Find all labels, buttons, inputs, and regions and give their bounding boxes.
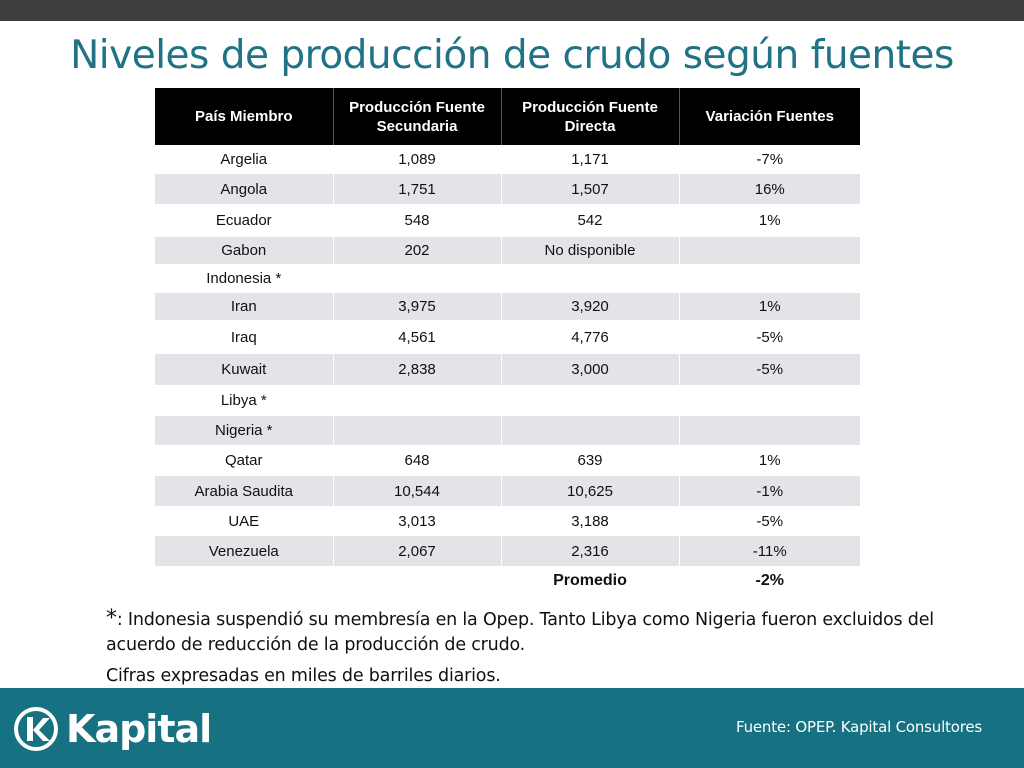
cell-secondary: 202 — [333, 237, 502, 264]
table-body: Argelia 1,089 1,171 -7% Angola 1,751 1,507 16% E… — [155, 145, 860, 595]
summary-label: Promedio — [501, 566, 680, 595]
summary-empty — [155, 566, 334, 595]
source-text: Fuente: OPEP. Kapital Consultores — [735, 718, 982, 736]
cell-secondary: 548 — [333, 204, 502, 237]
kapital-logo: Kapital — [14, 707, 212, 751]
summary-row: Promedio -2% — [155, 566, 860, 595]
cell-variation — [679, 237, 860, 264]
cell-direct: 10,625 — [501, 476, 680, 506]
cell-secondary: 1,089 — [333, 145, 502, 174]
cell-variation: -7% — [679, 145, 860, 174]
table-header-row: País Miembro Producción Fuente Secundari… — [155, 88, 860, 145]
cell-secondary: 3,975 — [333, 293, 502, 320]
cell-direct — [501, 385, 680, 416]
cell-variation: -11% — [679, 536, 860, 566]
cell-variation — [679, 385, 860, 416]
table-row: Ecuador 548 542 1% — [155, 204, 860, 237]
cell-direct — [501, 416, 680, 445]
cell-secondary: 1,751 — [333, 174, 502, 204]
cell-country: UAE — [155, 506, 334, 536]
cell-variation: 1% — [679, 293, 860, 320]
cell-country: Venezuela — [155, 536, 334, 566]
table-row: Gabon 202 No disponible — [155, 237, 860, 264]
cell-country: Indonesia * — [155, 264, 334, 293]
cell-variation — [679, 264, 860, 293]
table-row: UAE 3,013 3,188 -5% — [155, 506, 860, 536]
cell-variation: -5% — [679, 320, 860, 354]
table-row: Angola 1,751 1,507 16% — [155, 174, 860, 204]
table-row: Qatar 648 639 1% — [155, 445, 860, 476]
footnote-text: : Indonesia suspendió su membresía en la… — [106, 610, 934, 655]
table-row: Arabia Saudita 10,544 10,625 -1% — [155, 476, 860, 506]
cell-secondary: 4,561 — [333, 320, 502, 354]
table-row: Iran 3,975 3,920 1% — [155, 293, 860, 320]
cell-variation: -5% — [679, 506, 860, 536]
cell-direct: 3,000 — [501, 354, 680, 385]
cell-direct: 1,507 — [501, 174, 680, 204]
cell-direct: 3,188 — [501, 506, 680, 536]
table-row: Nigeria * — [155, 416, 860, 445]
cell-direct: 4,776 — [501, 320, 680, 354]
cell-country: Libya * — [155, 385, 334, 416]
cell-country: Arabia Saudita — [155, 476, 334, 506]
table-row: Venezuela 2,067 2,316 -11% — [155, 536, 860, 566]
logo-text: Kapital — [66, 707, 212, 751]
top-bar — [0, 0, 1024, 21]
cell-variation: 16% — [679, 174, 860, 204]
cell-secondary: 648 — [333, 445, 502, 476]
footnote-star: * — [106, 606, 117, 631]
cell-variation: -5% — [679, 354, 860, 385]
summary-value: -2% — [679, 566, 860, 595]
cell-direct: 2,316 — [501, 536, 680, 566]
table-row: Argelia 1,089 1,171 -7% — [155, 145, 860, 174]
cell-variation: 1% — [679, 445, 860, 476]
cell-secondary: 2,067 — [333, 536, 502, 566]
table-row: Kuwait 2,838 3,000 -5% — [155, 354, 860, 385]
cell-country: Argelia — [155, 145, 334, 174]
cell-direct — [501, 264, 680, 293]
summary-empty — [333, 566, 502, 595]
cell-country: Nigeria * — [155, 416, 334, 445]
header-variation: Variación Fuentes — [679, 88, 860, 145]
cell-secondary — [333, 264, 502, 293]
cell-direct: 3,920 — [501, 293, 680, 320]
cell-secondary: 2,838 — [333, 354, 502, 385]
header-secondary-source: Producción Fuente Secundaria — [333, 88, 502, 145]
table-row: Indonesia * — [155, 264, 860, 293]
cell-country: Angola — [155, 174, 334, 204]
cell-direct: 639 — [501, 445, 680, 476]
table-row: Libya * — [155, 385, 860, 416]
cell-secondary: 3,013 — [333, 506, 502, 536]
cell-country: Iran — [155, 293, 334, 320]
production-table: País Miembro Producción Fuente Secundari… — [155, 88, 860, 595]
header-direct-source: Producción Fuente Directa — [501, 88, 680, 145]
cell-variation — [679, 416, 860, 445]
cell-secondary — [333, 385, 502, 416]
cell-variation: -1% — [679, 476, 860, 506]
cell-direct: 1,171 — [501, 145, 680, 174]
cell-country: Kuwait — [155, 354, 334, 385]
cell-secondary: 10,544 — [333, 476, 502, 506]
slide-title: Niveles de producción de crudo según fue… — [70, 33, 954, 78]
cell-variation: 1% — [679, 204, 860, 237]
cell-secondary — [333, 416, 502, 445]
cell-country: Iraq — [155, 320, 334, 354]
cell-country: Qatar — [155, 445, 334, 476]
header-country: País Miembro — [155, 88, 334, 145]
units-note: Cifras expresadas en miles de barriles d… — [106, 666, 501, 686]
cell-direct: 542 — [501, 204, 680, 237]
kapital-k-icon — [14, 707, 58, 751]
footnote: *: Indonesia suspendió su membresía en l… — [106, 606, 946, 658]
cell-country: Ecuador — [155, 204, 334, 237]
cell-country: Gabon — [155, 237, 334, 264]
footer-bar: Kapital Fuente: OPEP. Kapital Consultore… — [0, 688, 1024, 768]
cell-direct: No disponible — [501, 237, 680, 264]
table-row: Iraq 4,561 4,776 -5% — [155, 320, 860, 354]
